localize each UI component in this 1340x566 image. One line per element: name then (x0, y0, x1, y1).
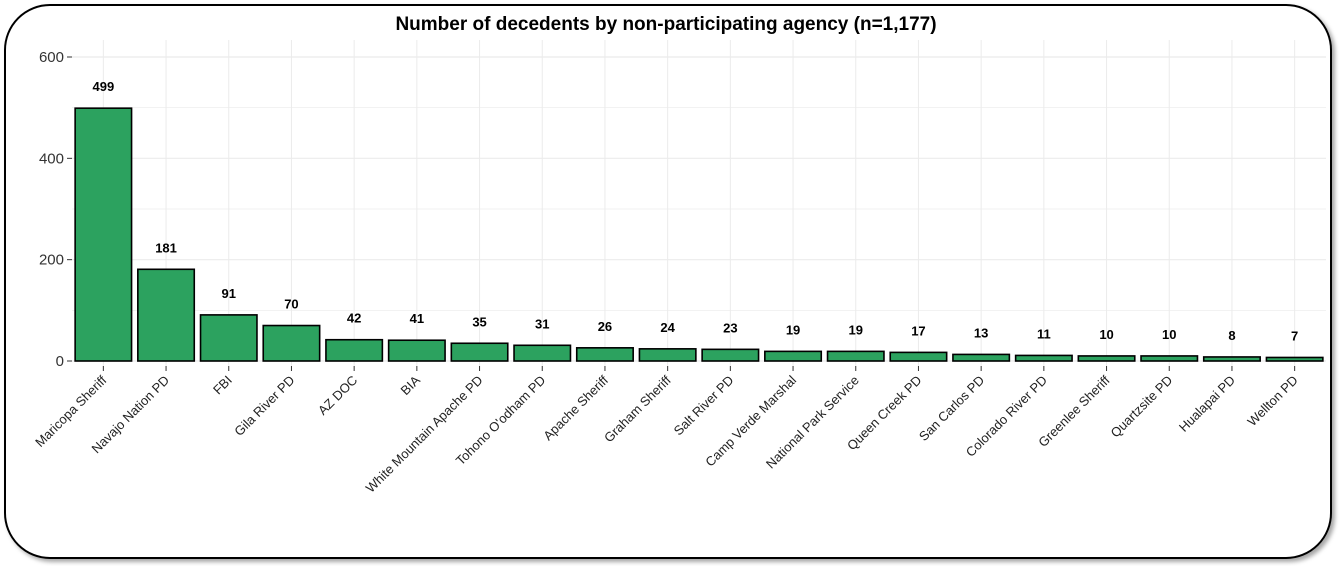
bar (1077, 355, 1136, 362)
y-tick-label: 400 (39, 150, 64, 167)
bar (701, 348, 760, 362)
data-label: 17 (911, 323, 925, 338)
data-label: 11 (1037, 326, 1051, 341)
y-tick-label: 600 (39, 49, 64, 66)
bar (826, 350, 885, 362)
data-labels: 499 181 91 70 42 41 35 31 26 24 23 19 19 17 13 11 10 10 8 7 (92, 79, 1298, 343)
x-tick-label: FBI (210, 373, 235, 398)
data-label: 35 (472, 314, 486, 329)
data-label: 8 (1228, 328, 1235, 343)
x-tick-label: AZ DOC (315, 373, 360, 418)
chart-title: Number of decedents by non-participating… (395, 14, 936, 35)
x-tick-label: San Carlos PD (916, 373, 987, 444)
data-label: 181 (155, 240, 177, 255)
x-tick-label: Gila River PD (231, 373, 297, 439)
bar (513, 344, 572, 362)
bar (889, 351, 948, 362)
x-tick-label: Salt River PD (671, 373, 737, 439)
bar (1014, 354, 1073, 362)
data-label: 10 (1099, 327, 1113, 342)
y-tick-label: 0 (56, 353, 64, 370)
bar (1265, 356, 1324, 362)
grid-lines (72, 40, 1326, 366)
bar (952, 353, 1011, 362)
x-tick-label: Graham Sheriff (601, 372, 674, 445)
x-tick-label: Apache Sheriff (540, 372, 611, 443)
data-label: 91 (222, 286, 236, 301)
bar (137, 268, 196, 362)
bar (199, 314, 258, 362)
bar (450, 342, 509, 362)
y-tick-label: 200 (39, 252, 64, 269)
bar (325, 338, 384, 362)
data-label: 31 (535, 316, 549, 331)
bar (262, 324, 321, 362)
data-label: 10 (1162, 327, 1176, 342)
bar (1140, 355, 1199, 362)
data-label: 70 (284, 297, 298, 312)
bar (638, 348, 697, 362)
bar (764, 350, 823, 362)
data-label: 24 (660, 320, 675, 335)
bars (74, 107, 1324, 362)
data-label: 41 (410, 311, 424, 326)
data-label: 42 (347, 311, 361, 326)
data-label: 19 (849, 322, 863, 337)
bar (1202, 356, 1261, 362)
bar (575, 347, 634, 362)
x-tick-label: White Mountain Apache PD (363, 373, 486, 496)
data-label: 23 (723, 320, 737, 335)
x-tick-label: Quartzsite PD (1108, 373, 1176, 441)
x-tick-label: Hualapai PD (1176, 373, 1238, 435)
x-tick-label: BIA (398, 372, 424, 398)
bar (387, 339, 446, 362)
data-label: 7 (1291, 328, 1298, 343)
data-label: 13 (974, 325, 988, 340)
data-label: 26 (598, 319, 612, 334)
x-tick-label: Wellton PD (1244, 373, 1300, 429)
data-label: 499 (92, 79, 114, 94)
y-axis: 0 200 400 600 (39, 49, 72, 370)
data-label: 19 (786, 322, 800, 337)
bar (74, 107, 133, 362)
